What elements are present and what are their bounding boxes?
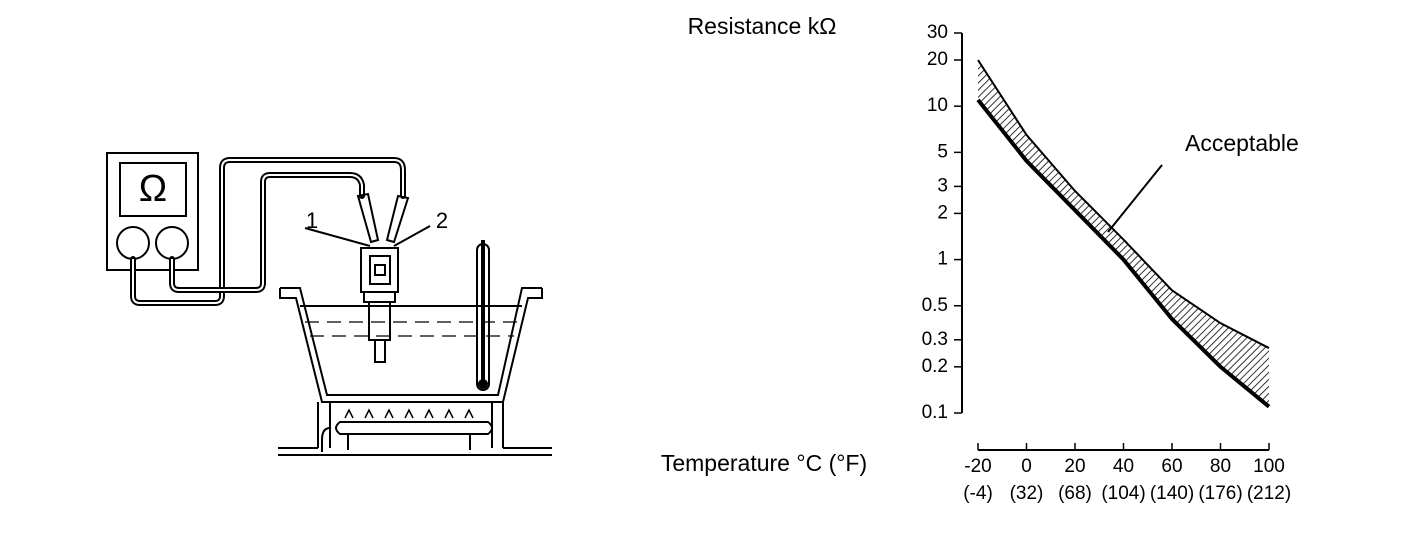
y-tick-label: 10 [927,95,948,116]
x-tick-sublabel: (176) [1198,483,1242,504]
container [279,287,543,403]
wire [132,159,404,304]
band-edge [976,98,1271,409]
band-fill [978,60,1269,407]
y-tick-label: 0.5 [922,295,948,316]
band-label: Acceptable [1185,130,1299,156]
thermometer-bulb [478,379,488,389]
x-tick-label: 100 [1253,456,1285,477]
x-tick-label: 40 [1113,456,1134,477]
x-tick-sublabel: (68) [1058,483,1092,504]
meter-jack [116,226,150,260]
band-edge [977,59,1270,349]
y-tick-label: 0.2 [922,356,948,377]
leader-line [393,225,431,247]
ohmmeter [106,152,199,271]
x-axis-title: Temperature °C (°F) [661,450,867,476]
meter-symbol: Ω [139,168,167,210]
y-tick-label: 0.3 [922,329,948,350]
y-tick-label: 3 [937,175,948,196]
meter-display [119,162,187,217]
sensor-connector [374,264,386,276]
y-tick-label: 1 [937,249,948,270]
x-tick-label: 60 [1161,456,1182,477]
sensor-connector [360,247,399,293]
stand [317,402,504,448]
y-tick-label: 30 [927,22,948,43]
meter-jack [155,226,189,260]
sensor-connector [369,255,391,285]
y-axis-title: Resistance kΩ [688,13,837,39]
y-tick-label: 2 [937,202,948,223]
probe [356,192,380,244]
y-tick-label: 0.1 [922,402,948,423]
flame [344,408,474,419]
x-tick-sublabel: (104) [1101,483,1145,504]
burner [321,421,493,452]
burner-leg [347,434,471,450]
x-tick-label: -20 [964,456,991,477]
y-tick-label: 20 [927,49,948,70]
chart: Resistance kΩ Temperature °C (°F) Accept… [661,13,1299,504]
sensor-tip [374,339,386,363]
sensor-thread [368,301,391,341]
x-tick-label: 80 [1210,456,1231,477]
terminal-label: 1 [306,208,318,233]
x-tick-sublabel: (32) [1010,483,1044,504]
leader-line [304,227,371,247]
x-tick-label: 20 [1064,456,1085,477]
probe [385,194,410,244]
terminal-label: 2 [436,208,448,233]
wire [169,172,365,293]
illustration: Ω 1 2 [106,152,552,456]
leader-line [1107,164,1163,233]
sensor-body [363,291,396,303]
x-tick-sublabel: (212) [1247,483,1291,504]
wire [171,174,363,291]
x-tick-sublabel: (-4) [963,483,993,504]
x-tick-sublabel: (140) [1150,483,1194,504]
y-tick-label: 5 [937,141,948,162]
x-tick-label: 0 [1021,456,1032,477]
